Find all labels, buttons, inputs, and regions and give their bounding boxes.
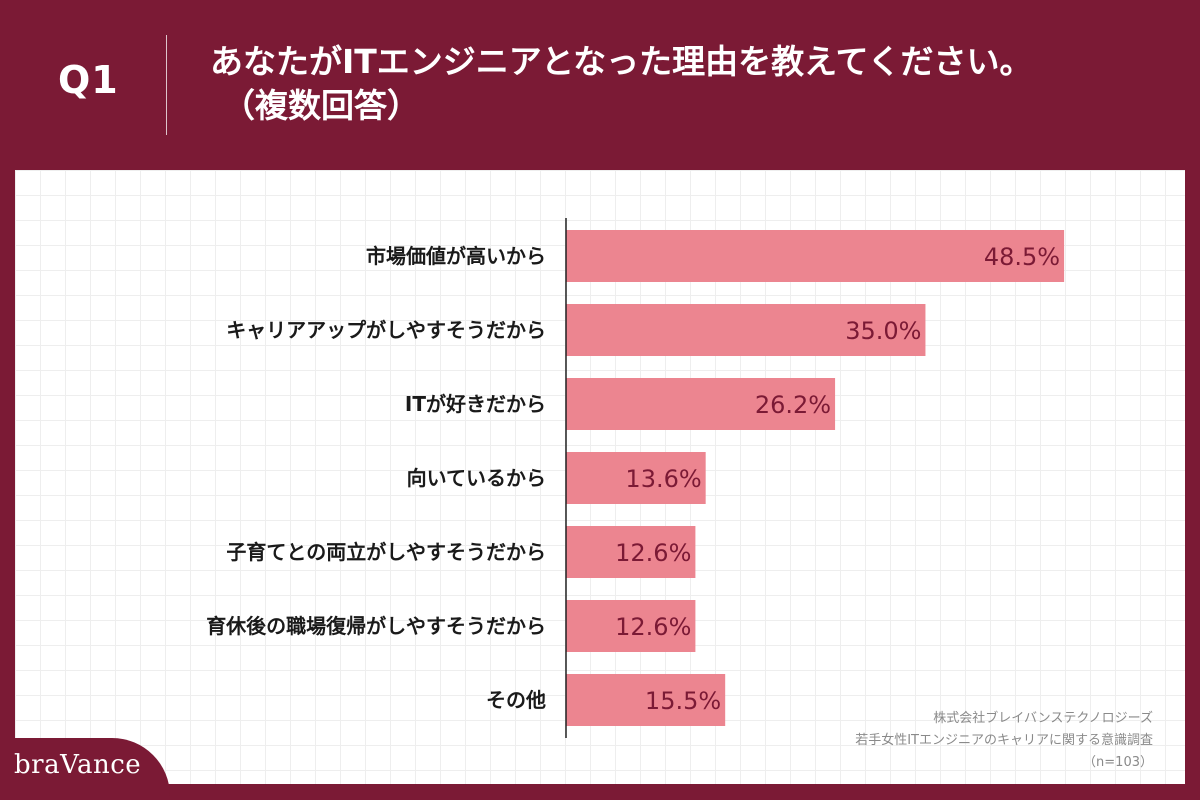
chart-panel: 市場価値が高いから 48.5% キャリアアップがしやすそうだから 35.0% ITが好き… <box>15 170 1185 784</box>
category-label-7: その他 <box>486 688 546 712</box>
question-title-line2: （複数回答） <box>222 86 420 125</box>
bar-3 <box>566 378 836 430</box>
bar-4 <box>566 452 706 504</box>
question-number: Q1 <box>58 58 119 102</box>
value-label-7: 15.5% <box>645 687 721 715</box>
header: Q1 あなたがITエンジニアとなった理由を教えてください。 （複数回答） <box>0 0 1200 170</box>
category-label-1: 市場価値が高いから <box>366 244 546 268</box>
brand-logo: braVance <box>14 750 142 780</box>
value-label-1: 48.5% <box>984 243 1060 271</box>
bars-layer: 市場価値が高いから 48.5% キャリアアップがしやすそうだから 35.0% ITが好き… <box>206 230 1065 726</box>
category-label-5: 子育てとの両立がしやすそうだから <box>226 540 546 564</box>
value-label-4: 13.6% <box>625 465 701 493</box>
value-label-6: 12.6% <box>615 613 691 641</box>
bar-6 <box>566 600 696 652</box>
value-label-3: 26.2% <box>755 391 831 419</box>
value-label-2: 35.0% <box>845 317 921 345</box>
bar-chart: 市場価値が高いから 48.5% キャリアアップがしやすそうだから 35.0% ITが好き… <box>206 218 1065 738</box>
bar-2 <box>566 304 926 356</box>
bar-5 <box>566 526 696 578</box>
category-label-2: キャリアアップがしやすそうだから <box>226 318 546 342</box>
bar-7 <box>566 674 726 726</box>
source-note: 株式会社ブレイバンステクノロジーズ 若手女性ITエンジニアのキャリアに関する意識… <box>855 708 1153 774</box>
category-label-6: 育休後の職場復帰がしやすそうだから <box>206 614 546 638</box>
value-label-5: 12.6% <box>615 539 691 567</box>
source-company: 株式会社ブレイバンステクノロジーズ <box>933 711 1153 726</box>
source-survey: 若手女性ITエンジニアのキャリアに関する意識調査 <box>855 733 1153 748</box>
brand-tab: braVance <box>0 738 170 800</box>
source-sample: （n=103） <box>1083 755 1153 770</box>
question-title: あなたがITエンジニアとなった理由を教えてください。 （複数回答） <box>210 40 1033 128</box>
category-label-3: ITが好きだから <box>405 392 546 416</box>
header-divider <box>166 35 167 135</box>
category-label-4: 向いているから <box>407 466 546 490</box>
question-title-line1: あなたがITエンジニアとなった理由を教えてください。 <box>210 42 1033 81</box>
bar-1 <box>566 230 1065 282</box>
